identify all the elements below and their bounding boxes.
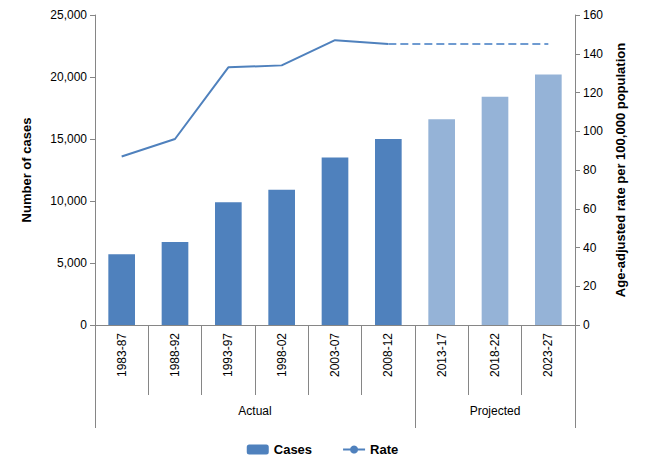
svg-text:1998-02: 1998-02 (275, 333, 289, 377)
svg-text:1988-92: 1988-92 (168, 333, 182, 377)
svg-text:40: 40 (583, 241, 597, 255)
svg-text:Number of cases: Number of cases (19, 118, 34, 223)
svg-text:Cases: Cases (274, 442, 312, 457)
svg-text:120: 120 (583, 86, 603, 100)
svg-text:80: 80 (583, 163, 597, 177)
svg-text:60: 60 (583, 202, 597, 216)
svg-text:2018-22: 2018-22 (488, 333, 502, 377)
svg-text:0: 0 (583, 318, 590, 332)
svg-text:20: 20 (583, 279, 597, 293)
svg-text:140: 140 (583, 47, 603, 61)
svg-text:2013-17: 2013-17 (435, 333, 449, 377)
svg-text:Age-adjusted rate per 100,000: Age-adjusted rate per 100,000 population (613, 43, 628, 297)
svg-text:Actual: Actual (238, 404, 271, 418)
svg-text:2008-12: 2008-12 (381, 333, 395, 377)
svg-text:25,000: 25,000 (50, 8, 87, 22)
svg-text:Projected: Projected (470, 404, 521, 418)
svg-text:10,000: 10,000 (50, 194, 87, 208)
svg-text:2003-07: 2003-07 (328, 333, 342, 377)
svg-text:100: 100 (583, 124, 603, 138)
svg-text:20,000: 20,000 (50, 70, 87, 84)
svg-text:Rate: Rate (370, 442, 398, 457)
svg-text:1993-97: 1993-97 (221, 333, 235, 377)
svg-text:1983-87: 1983-87 (115, 333, 129, 377)
svg-text:160: 160 (583, 8, 603, 22)
svg-text:5,000: 5,000 (57, 256, 87, 270)
svg-text:15,000: 15,000 (50, 132, 87, 146)
svg-text:0: 0 (80, 318, 87, 332)
svg-text:2023-27: 2023-27 (541, 333, 555, 377)
